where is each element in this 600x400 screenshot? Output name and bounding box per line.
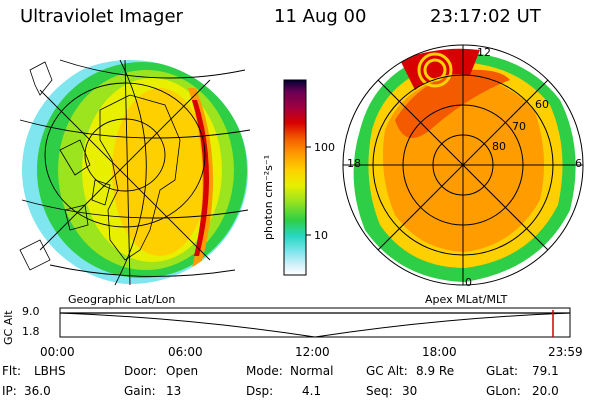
mlt-label-6: 6 [575, 157, 582, 170]
left-panel-label: Geographic Lat/Lon [68, 293, 176, 306]
mlt-label-18: 18 [347, 157, 361, 170]
time-tick-1800: 18:00 [422, 345, 457, 359]
mode-value: Normal [290, 364, 334, 378]
mlt-label-0: 0 [465, 276, 472, 289]
gcalt-value: 8.9 Re [416, 364, 455, 378]
colorbar-tick-10: 10 [314, 229, 328, 242]
mode-label: Mode: [246, 364, 283, 378]
time-readout: 23:17:02 UT [430, 6, 541, 27]
dsp-label: Dsp: [246, 384, 274, 398]
date-readout: 11 Aug 00 [274, 6, 367, 27]
alt-tick-1-8: 1.8 [22, 325, 40, 338]
mlat-label-70: 70 [512, 120, 526, 133]
glon-value: 20.0 [532, 384, 559, 398]
door-value: Open [166, 364, 199, 378]
glat-label: GLat: [486, 364, 519, 378]
filter-label: Flt: [2, 364, 21, 378]
mlt-label-12: 12 [477, 46, 491, 59]
seq-value: 30 [402, 384, 418, 398]
time-tick-0600: 06:00 [168, 345, 203, 359]
time-tick-2359: 23:59 [548, 345, 583, 359]
app-title: Ultraviolet Imager [20, 6, 183, 27]
right-panel-label: Apex MLat/MLT [425, 293, 508, 306]
time-tick-1200: 12:00 [295, 345, 330, 359]
ip-value: 36.0 [24, 384, 51, 398]
geographic-grid [19, 59, 251, 286]
gain-value: 13 [166, 384, 182, 398]
time-tick-0000: 00:00 [40, 345, 75, 359]
mlat-label-80: 80 [492, 140, 506, 153]
gain-label: Gain: [124, 384, 156, 398]
door-label: Door: [124, 364, 157, 378]
mlat-label-60: 60 [535, 98, 549, 111]
dsp-value: 4.1 [302, 384, 322, 398]
glat-value: 79.1 [532, 364, 559, 378]
filter-value: LBHS [34, 364, 66, 378]
alt-ylabel: GC Alt [2, 310, 15, 345]
glon-label: GLon: [486, 384, 521, 398]
coastline-map [19, 61, 181, 271]
seq-label: Seq: [366, 384, 393, 398]
colorbar-tick-100: 100 [314, 141, 335, 154]
alt-tick-9: 9.0 [22, 305, 40, 318]
gcalt-label: GC Alt: [366, 364, 408, 378]
ip-label: IP: [2, 384, 17, 398]
polar-grid [342, 44, 584, 286]
